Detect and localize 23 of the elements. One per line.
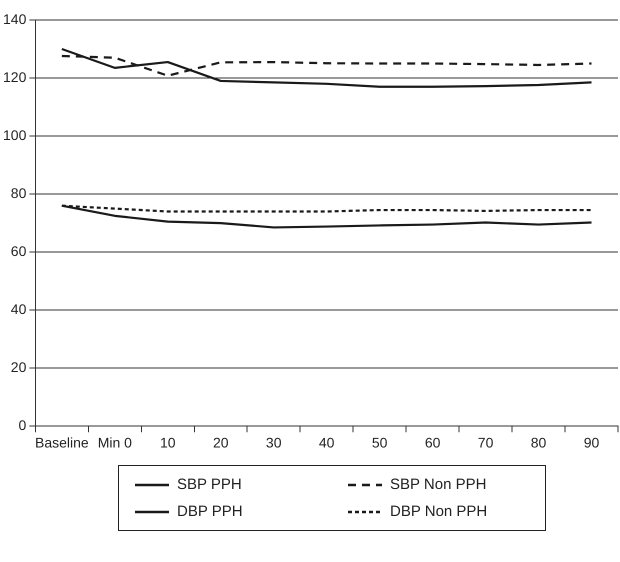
y-tick-label: 140 — [3, 10, 27, 27]
legend-label: DBP Non PPH — [390, 503, 488, 520]
y-tick-label: 120 — [3, 68, 27, 85]
x-tick-label: 80 — [530, 434, 547, 450]
y-tick-label: 40 — [10, 301, 27, 317]
x-tick-label: 70 — [478, 434, 494, 450]
y-tick-label: 80 — [10, 184, 27, 201]
y-tick-label: 0 — [18, 417, 27, 434]
y-tick-label: 100 — [3, 126, 27, 143]
legend-label: SBP Non PPH — [390, 476, 486, 493]
x-tick-label: 90 — [584, 434, 600, 450]
x-tick-label: 60 — [424, 434, 441, 450]
x-tick-label: 40 — [318, 434, 335, 450]
y-tick-label: 20 — [10, 359, 27, 376]
legend-label: SBP PPH — [177, 476, 242, 493]
legend-label: DBP PPH — [177, 503, 243, 520]
x-tick-label: 50 — [372, 434, 388, 450]
x-tick-label: Baseline — [34, 434, 89, 450]
x-tick-label: 30 — [266, 434, 282, 450]
x-tick-label: 10 — [160, 434, 176, 450]
y-tick-label: 60 — [10, 242, 27, 259]
x-tick-label: Min 0 — [98, 434, 132, 450]
x-tick-label: 20 — [212, 434, 229, 450]
